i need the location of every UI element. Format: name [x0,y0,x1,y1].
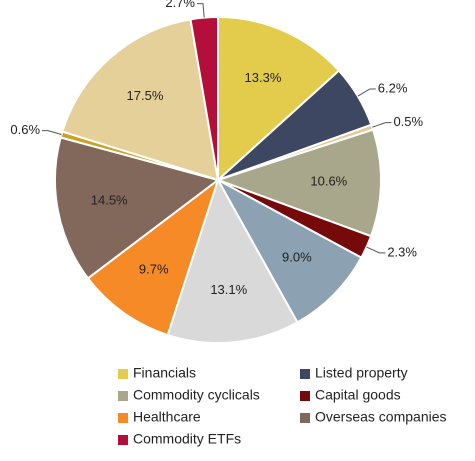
data-label: 10.6% [310,174,347,189]
legend-label: Overseas companies [315,409,447,425]
pie-slice [61,18,220,182]
pie-slice [215,177,363,324]
legend-label: Listed property [315,365,408,381]
pie-slice [54,136,221,280]
data-label: 13.3% [245,70,282,85]
legend-label: Capital goods [315,387,401,403]
data-label: 0.6% [10,122,40,137]
data-label: 6.2% [378,80,408,95]
pie-slice [217,15,341,183]
legend-swatch [300,413,310,423]
legend-label: Financials [133,365,196,381]
data-label: 14.5% [91,193,128,208]
data-label: 0.5% [393,114,423,129]
data-label: 13.1% [210,282,247,297]
data-label: 9.0% [282,249,312,264]
data-label: 2.3% [387,244,417,259]
legend-swatch [118,369,128,379]
pie-slice [166,177,299,344]
data-label: 17.5% [127,88,164,103]
legend-swatch [300,391,310,401]
pie-slice [214,128,382,238]
data-label: 9.7% [139,262,169,277]
data-label: 2.7% [165,0,195,10]
leader-line [372,122,392,128]
pie-slice [86,177,220,337]
legend-swatch [118,435,128,445]
legend-swatch [118,391,128,401]
legend-swatch [300,369,310,379]
legend-swatch [118,413,128,423]
legend-label: Healthcare [133,409,201,425]
legend-label: Commodity cyclicals [133,387,260,403]
leader-line [42,130,62,136]
legend-label: Commodity ETFs [133,431,241,447]
leader-line [366,246,386,254]
leader-line [357,88,376,97]
leader-line [197,3,205,18]
